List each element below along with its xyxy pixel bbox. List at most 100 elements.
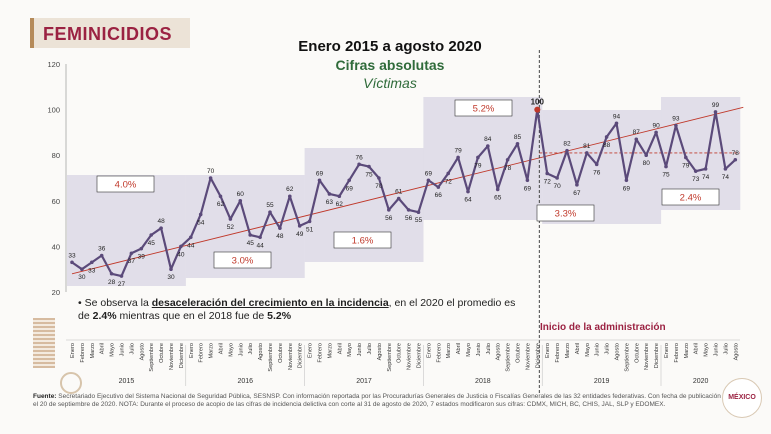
x-tick-label: Julio [129, 343, 135, 355]
data-point [604, 135, 609, 139]
data-label: 56 [405, 215, 413, 222]
section-title-tab: FEMINICIDIOS [30, 18, 190, 48]
data-label: 69 [316, 170, 324, 177]
data-label: 66 [435, 192, 443, 199]
data-point [693, 169, 698, 173]
data-point [396, 196, 401, 201]
x-tick-label: Julio [367, 343, 373, 355]
data-point [327, 192, 332, 196]
y-tick-label: 80 [52, 151, 60, 160]
data-point [456, 155, 460, 160]
data-label: 69 [623, 185, 631, 192]
x-tick-label: Marzo [209, 343, 215, 359]
data-label: 55 [266, 202, 274, 209]
data-point [99, 253, 104, 258]
data-point [387, 208, 391, 212]
data-point [495, 187, 500, 192]
x-tick-label: Junio [714, 343, 720, 356]
data-point [565, 148, 569, 153]
data-label: 30 [167, 274, 175, 281]
x-tick-label: Febrero [199, 343, 205, 363]
data-label: 94 [613, 113, 621, 120]
x-tick-label: Septiembre [387, 343, 393, 372]
year-label: 2019 [594, 378, 610, 385]
note-part-3: , en el 2020 el promedio es de [78, 297, 516, 322]
note-part-1: Se observa la [84, 297, 152, 309]
data-point [476, 155, 480, 160]
data-label: 45 [148, 240, 156, 247]
x-tick-label: Febrero [80, 343, 86, 363]
data-label: 33 [88, 267, 96, 274]
x-tick-label: Agosto [377, 343, 383, 360]
x-tick-label: Abril [575, 343, 581, 354]
data-label: 90 [652, 122, 660, 129]
x-tick-label: Enero [426, 343, 432, 358]
data-label: 72 [544, 178, 552, 185]
bullet-icon: • [78, 297, 82, 309]
x-tick-label: Marzo [565, 343, 571, 359]
data-label: 65 [494, 194, 502, 201]
x-tick-label: Abril [337, 343, 343, 354]
data-point [416, 210, 421, 214]
data-point [80, 267, 84, 272]
x-tick-label: Julio [605, 343, 611, 355]
data-point [505, 157, 510, 162]
x-tick-label: Julio [486, 343, 492, 355]
data-label: 76 [593, 169, 601, 176]
data-label: 69 [425, 170, 433, 177]
growth-box [333, 231, 392, 249]
data-label: 55 [415, 217, 423, 224]
x-tick-label: Mayo [228, 343, 234, 357]
x-tick-label: Abril [100, 343, 106, 354]
data-point [90, 260, 94, 265]
emblem-circle [60, 372, 82, 394]
growth-box [454, 99, 513, 117]
data-label: 72 [445, 178, 453, 185]
data-point [169, 267, 173, 272]
x-tick-label: Octubre [278, 343, 284, 363]
data-label: 49 [296, 231, 304, 238]
growth-box [536, 204, 595, 222]
data-label: 79 [474, 162, 482, 169]
data-label: 74 [702, 174, 710, 181]
data-point [258, 235, 262, 240]
note-part-5: mientras que en el 2018 fue de [116, 310, 268, 322]
data-label: 44 [256, 242, 264, 249]
data-point [179, 244, 183, 249]
x-tick-label: Febrero [436, 343, 442, 363]
x-tick-label: Agosto [496, 343, 502, 360]
data-point [674, 123, 678, 128]
data-label: 84 [484, 136, 492, 143]
x-tick-label: Noviembre [169, 343, 175, 370]
data-point [575, 183, 579, 187]
x-tick-label: Junio [595, 343, 601, 356]
data-point [733, 157, 738, 162]
x-tick-label: Mayo [110, 343, 116, 357]
x-tick-label: Diciembre [535, 343, 541, 368]
data-point [238, 199, 243, 203]
y-tick-label: 100 [47, 106, 60, 115]
data-label: 93 [672, 116, 680, 123]
x-tick-label: Junio [476, 343, 482, 356]
x-tick-label: Febrero [555, 343, 561, 363]
emblem-decoration [33, 318, 55, 368]
data-label: 45 [247, 240, 255, 247]
x-tick-label: Febrero [318, 343, 324, 363]
data-label: 60 [237, 191, 245, 198]
x-tick-label: Mayo [347, 343, 353, 357]
growth-label: 5.2% [473, 104, 495, 115]
data-point [644, 153, 648, 157]
data-point [624, 178, 629, 183]
y-tick-label: 40 [52, 242, 60, 251]
data-label: 69 [346, 185, 354, 192]
y-tick-label: 120 [47, 60, 60, 69]
x-tick-label: Octubre [516, 343, 522, 363]
data-label: 79 [682, 162, 690, 169]
data-point [189, 235, 193, 240]
data-label: 76 [355, 154, 363, 161]
data-label: 37 [128, 258, 136, 265]
data-label: 48 [276, 233, 284, 240]
growth-box [213, 251, 272, 269]
x-tick-label: Mayo [466, 343, 472, 357]
